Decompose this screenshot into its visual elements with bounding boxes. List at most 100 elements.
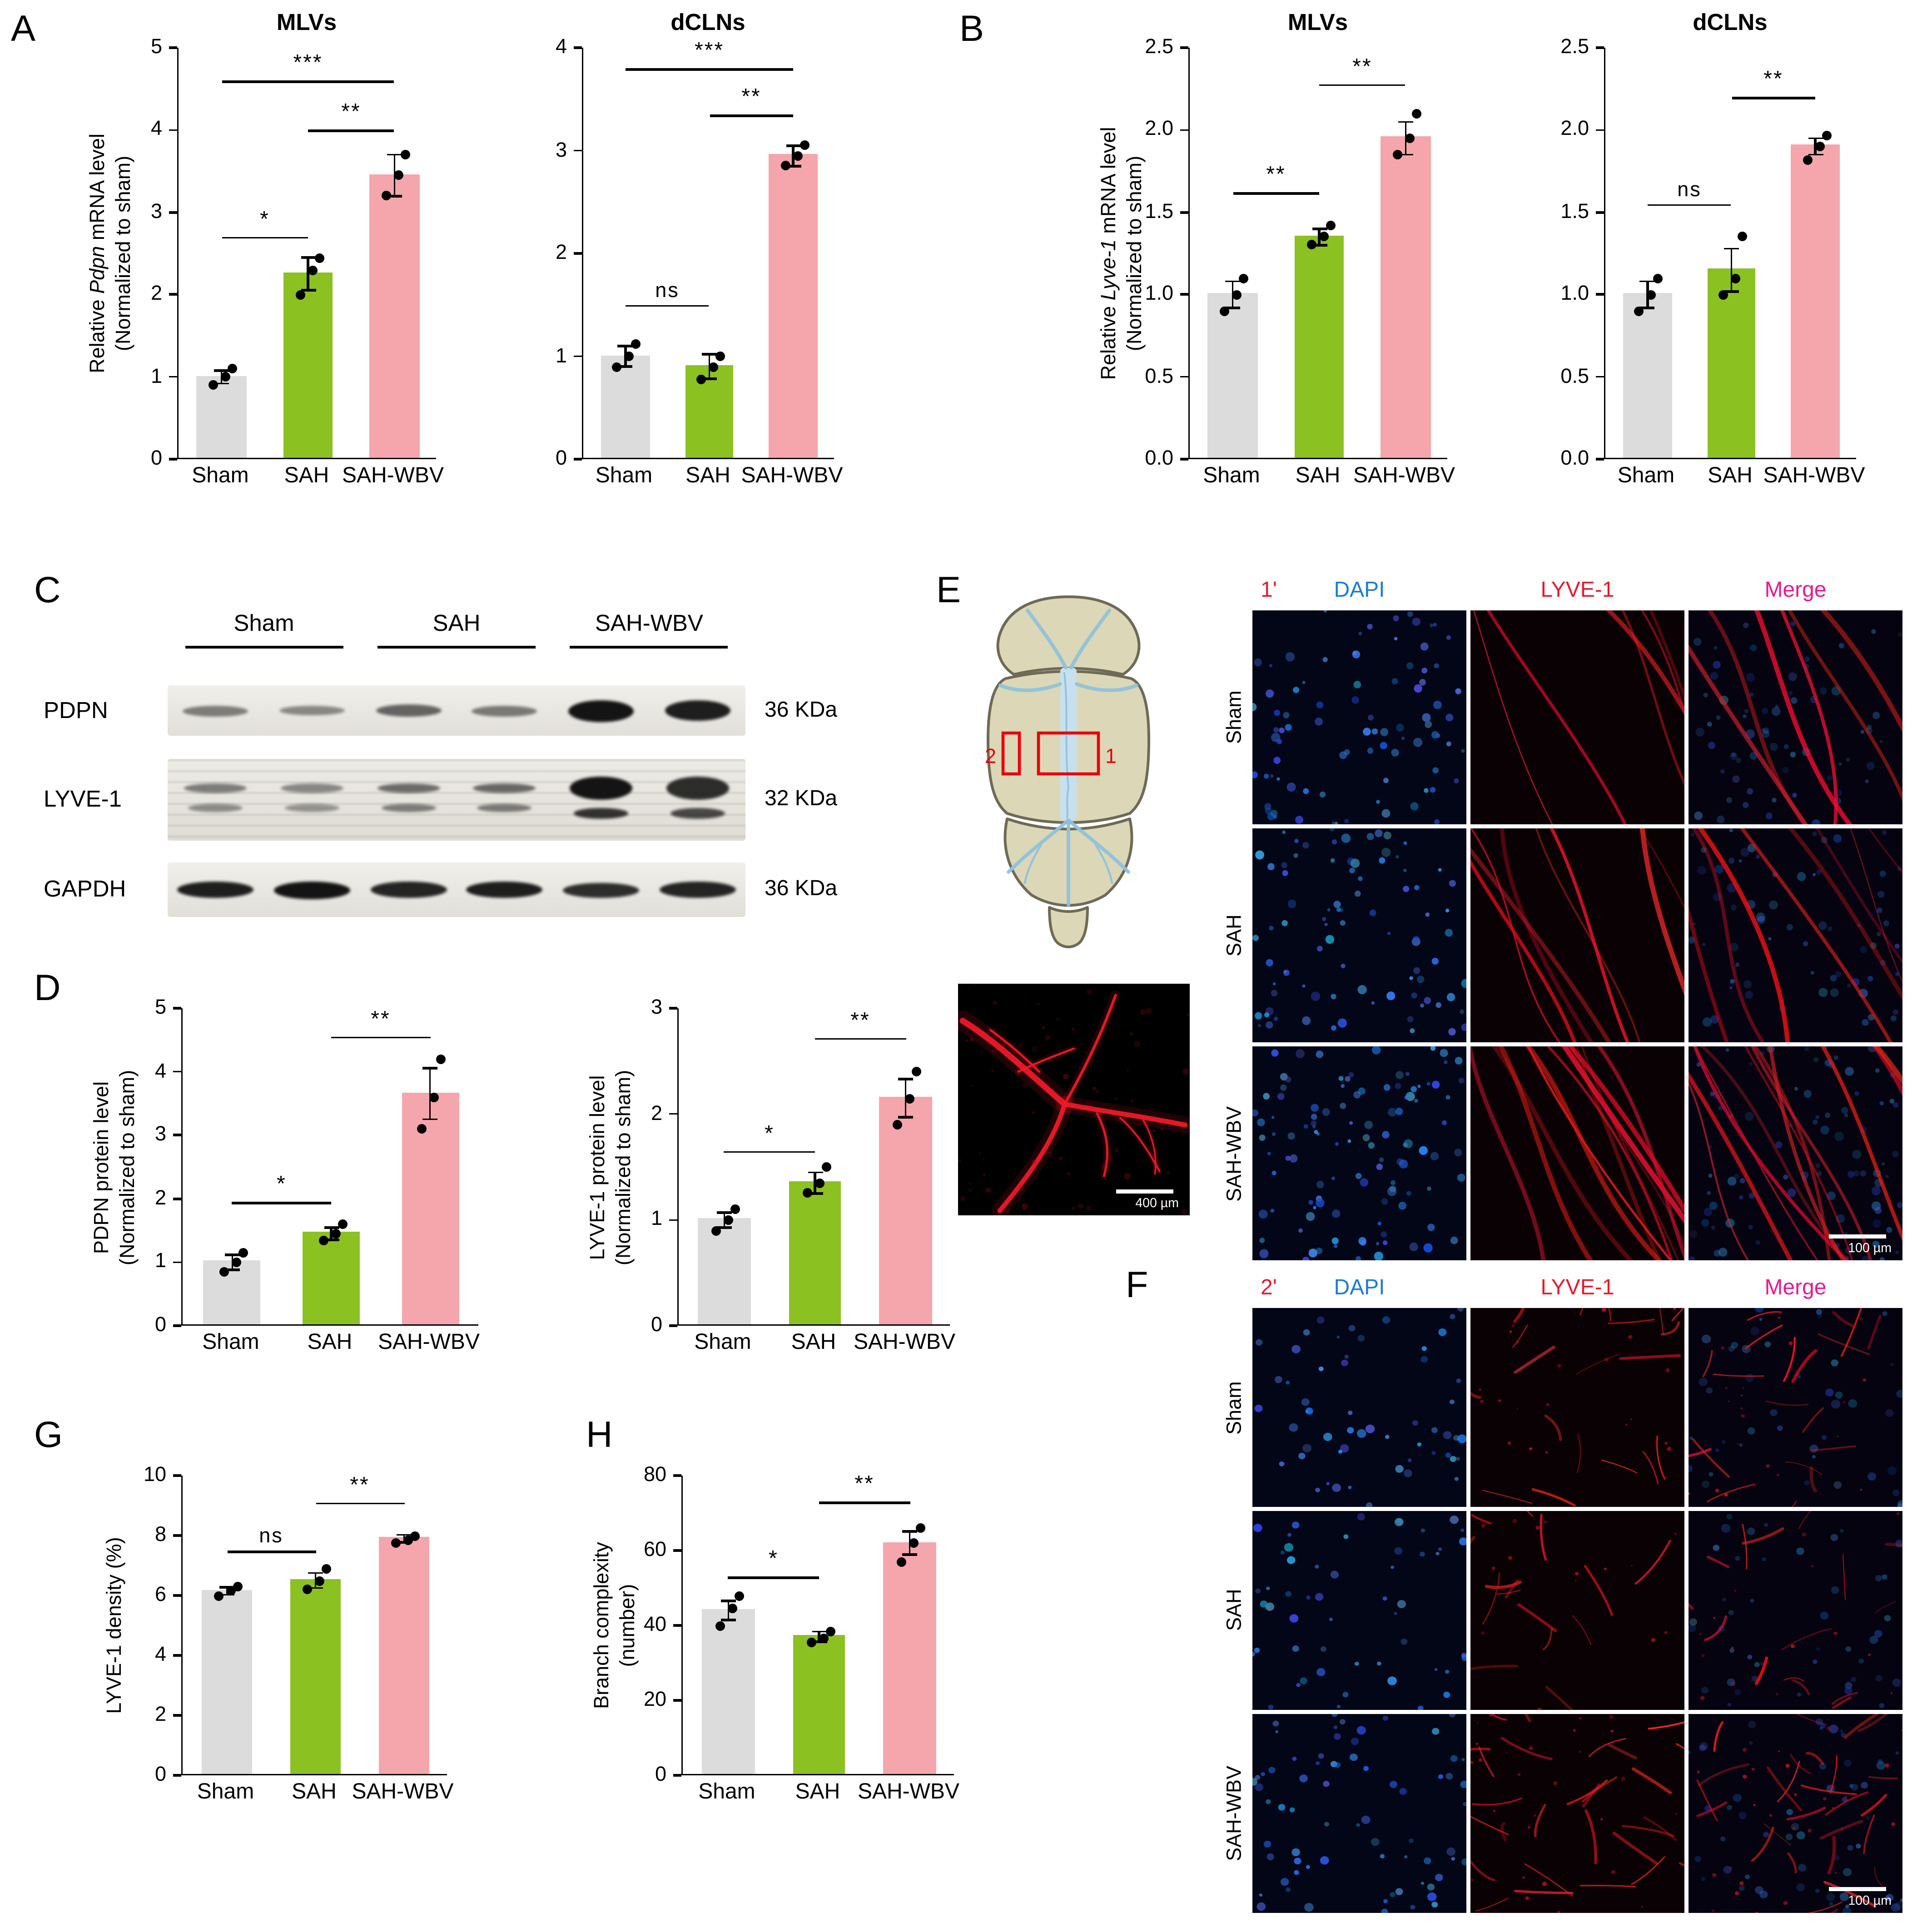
dapi-nucleus <box>1730 979 1735 984</box>
dapi-nucleus <box>1844 1687 1853 1695</box>
dapi-nucleus <box>1748 1224 1753 1230</box>
lyve1-vessel <box>1605 610 1684 715</box>
wholemount-vessel-image: 400 µm <box>958 984 1190 1215</box>
error-bar-cap <box>323 1238 339 1241</box>
dapi-nucleus <box>1726 1805 1733 1810</box>
dapi-nucleus <box>1849 1783 1854 1788</box>
lyve1-punctum <box>1734 1891 1739 1895</box>
dapi-nucleus <box>1305 1410 1309 1413</box>
dapi-nucleus <box>1895 1250 1899 1254</box>
dapi-nucleus <box>1804 1480 1810 1486</box>
micrograph-cell <box>1470 1714 1684 1913</box>
dapi-nucleus <box>1252 703 1257 712</box>
lyve1-vessel <box>1820 610 1902 733</box>
dapi-nucleus <box>1255 1588 1261 1594</box>
dapi-nucleus <box>1289 1807 1295 1813</box>
dapi-nucleus <box>1315 1593 1324 1601</box>
error-bar-cap <box>1724 290 1739 292</box>
vessel-path <box>989 1029 1040 1073</box>
dapi-nucleus <box>1331 1025 1336 1031</box>
dapi-nucleus <box>1414 1099 1418 1103</box>
dapi-nucleus <box>1788 691 1793 696</box>
lyve1-branch <box>1742 1523 1748 1570</box>
x-category-label: Sham <box>1617 465 1675 488</box>
y-tick-mark <box>173 1198 181 1200</box>
dapi-nucleus <box>1304 1903 1314 1912</box>
dapi-nucleus <box>1413 936 1420 943</box>
dapi-nucleus <box>1707 722 1712 727</box>
dapi-nucleus <box>1420 1356 1428 1363</box>
y-tick-label: 3 <box>150 200 162 223</box>
column-header-dapi: DAPI <box>1334 579 1385 602</box>
lyve1-punctum <box>1609 1714 1614 1719</box>
dapi-nucleus <box>1454 778 1459 783</box>
lyve1-vessel <box>1700 1046 1850 1260</box>
dapi-nucleus <box>1382 1131 1390 1139</box>
error-bar-cap <box>902 1531 918 1533</box>
dapi-nucleus <box>1367 624 1373 629</box>
dapi-nucleus <box>1279 1461 1285 1466</box>
dapi-nucleus <box>1450 1755 1458 1762</box>
y-tick-mark <box>173 1324 181 1327</box>
dapi-nucleus <box>1775 1141 1783 1149</box>
dapi-nucleus <box>1333 1725 1338 1729</box>
data-point <box>410 1531 420 1541</box>
dapi-nucleus <box>1276 738 1282 744</box>
dapi-nucleus <box>1791 1823 1799 1831</box>
micrograph-merge <box>1689 1714 1902 1913</box>
error-bar-cap <box>422 1118 438 1121</box>
dapi-nucleus <box>1349 867 1355 874</box>
row-label-sham: Sham <box>1223 690 1247 744</box>
lyve1-punctum <box>1542 1882 1547 1886</box>
dapi-nucleus <box>1458 1078 1465 1084</box>
dapi-nucleus <box>1709 1201 1718 1210</box>
micrograph-merge <box>1689 1308 1902 1507</box>
dapi-nucleus <box>1713 661 1721 669</box>
lyve1-punctum <box>1625 1423 1628 1426</box>
lyve1-branch <box>1785 1461 1823 1476</box>
error-bar-cap <box>224 1268 240 1271</box>
dapi-nucleus <box>1280 1878 1289 1886</box>
dapi-nucleus <box>1438 1547 1442 1551</box>
dapi-nucleus <box>1699 1742 1709 1750</box>
lyve1-punctum <box>1509 1330 1512 1333</box>
dapi-nucleus <box>1352 651 1357 655</box>
lyve1-branch <box>1482 1490 1533 1504</box>
dapi-nucleus <box>1298 1452 1306 1460</box>
vessel-speck <box>1175 1095 1177 1098</box>
vessel-speck <box>1152 1129 1156 1132</box>
lyve1-punctum <box>1631 1565 1633 1567</box>
error-bar-cap <box>811 1630 827 1633</box>
dapi-nucleus <box>1271 1170 1276 1175</box>
data-point <box>730 1204 740 1214</box>
lyve1-branch <box>1692 1438 1730 1478</box>
dapi-nucleus <box>1311 991 1321 1001</box>
dapi-nucleus <box>1764 1341 1771 1347</box>
dapi-nucleus <box>1689 1230 1698 1238</box>
dapi-nucleus <box>1874 1630 1882 1638</box>
sagittal-sinus-band <box>1060 668 1077 820</box>
significance-label: ** <box>350 1474 370 1497</box>
vessel-speck <box>960 1196 966 1201</box>
dapi-nucleus <box>1445 1773 1453 1780</box>
dapi-nucleus <box>1839 1729 1844 1734</box>
dapi-nucleus <box>1308 1248 1317 1258</box>
lyve1-punctum <box>1651 1638 1656 1642</box>
lyve1-punctum <box>1630 1418 1633 1420</box>
dapi-nucleus <box>1872 712 1880 719</box>
vessel-speck <box>1114 1148 1119 1153</box>
protein-band <box>666 777 729 800</box>
dapi-nucleus <box>1382 1596 1387 1601</box>
dapi-nucleus <box>1396 723 1404 732</box>
dapi-nucleus <box>1446 993 1455 1001</box>
y-tick-label: 10 <box>143 1463 166 1486</box>
error-bar-cap <box>716 1226 732 1229</box>
dapi-nucleus <box>1689 1256 1695 1260</box>
y-tick-label: 0.0 <box>1145 447 1173 470</box>
dapi-nucleus <box>1414 885 1420 891</box>
lyve1-branch <box>1504 1579 1519 1599</box>
dapi-nucleus <box>1335 1142 1339 1146</box>
lyve1-branch <box>1482 1572 1500 1625</box>
dapi-nucleus <box>1450 1314 1455 1319</box>
dapi-nucleus <box>1431 1451 1436 1455</box>
